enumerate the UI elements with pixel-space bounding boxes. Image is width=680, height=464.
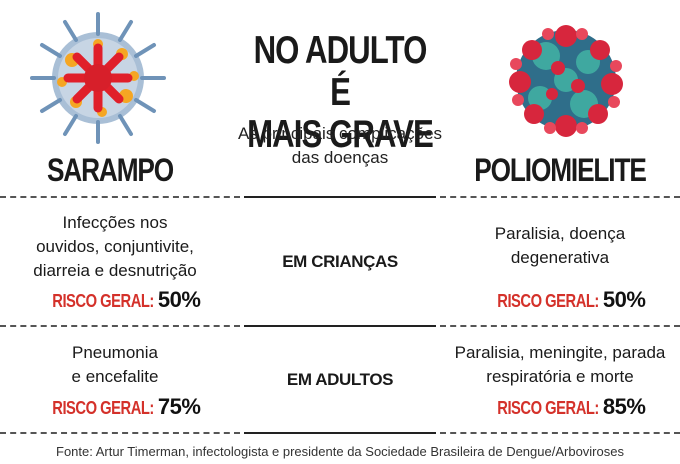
title-line-1: NO ADULTO É (253, 29, 428, 114)
risk-label: RISCO GERAL: (496, 398, 599, 418)
text-line: Paralisia, doença (494, 224, 626, 243)
subtitle-line-2: das doenças (291, 148, 389, 167)
sarampo-adult-complications: Pneumonia e encefalite (0, 341, 230, 389)
divider-dashed-right (440, 325, 680, 327)
risk-label: RISCO GERAL: (496, 291, 599, 311)
divider-solid-center (244, 432, 436, 434)
stage-label-children: EM CRIANÇAS (282, 252, 398, 271)
source-note: Fonte: Artur Timerman, infectologista e … (56, 444, 624, 459)
divider-dashed-right (440, 432, 680, 434)
risk-value: 50% (602, 287, 646, 312)
risk-label: RISCO GERAL: (51, 398, 154, 418)
text-line: Pneumonia (71, 343, 158, 362)
risk-value: 75% (157, 394, 201, 419)
disease-name-poliomielite: POLIOMIELITE (474, 152, 647, 188)
divider-solid-center (244, 196, 436, 198)
text-line: e encefalite (71, 367, 159, 386)
divider-solid-center (244, 325, 436, 327)
sarampo-adult-risk: RISCO GERAL: 75% (0, 394, 230, 420)
text-line: degenerativa (510, 248, 610, 267)
subtitle: As principais complicações das doenças (214, 122, 466, 170)
divider-dashed-left (0, 325, 240, 327)
disease-name-sarampo: SARAMPO (46, 152, 174, 188)
main-title: NO ADULTO É MAIS GRAVE (244, 30, 436, 156)
polio-virus-icon (509, 25, 623, 137)
risk-value: 50% (157, 287, 201, 312)
polio-children-complications: Paralisia, doença degenerativa (450, 222, 670, 270)
text-line: Infecções nos (62, 213, 168, 232)
text-line: diarreia e desnutrição (33, 261, 197, 280)
text-line: respiratória e morte (486, 367, 634, 386)
risk-value: 85% (602, 394, 646, 419)
divider-dashed-left (0, 432, 240, 434)
title-line-2: MAIS GRAVE (247, 113, 434, 156)
sarampo-children-risk: RISCO GERAL: 50% (0, 287, 230, 313)
subtitle-line-1: As principais complicações (237, 124, 443, 143)
text-line: Paralisia, meningite, parada (454, 343, 666, 362)
divider-dashed-right (440, 196, 680, 198)
sarampo-children-complications: Infecções nos ouvidos, conjuntivite, dia… (0, 211, 230, 283)
polio-children-risk: RISCO GERAL: 50% (450, 287, 670, 313)
text-line: ouvidos, conjuntivite, (36, 237, 194, 256)
stage-label-adults: EM ADULTOS (286, 370, 394, 389)
measles-virus-icon (30, 12, 166, 144)
polio-adult-risk: RISCO GERAL: 85% (450, 394, 670, 420)
polio-adult-complications: Paralisia, meningite, parada respiratóri… (440, 341, 680, 389)
risk-label: RISCO GERAL: (51, 291, 154, 311)
divider-dashed-left (0, 196, 240, 198)
